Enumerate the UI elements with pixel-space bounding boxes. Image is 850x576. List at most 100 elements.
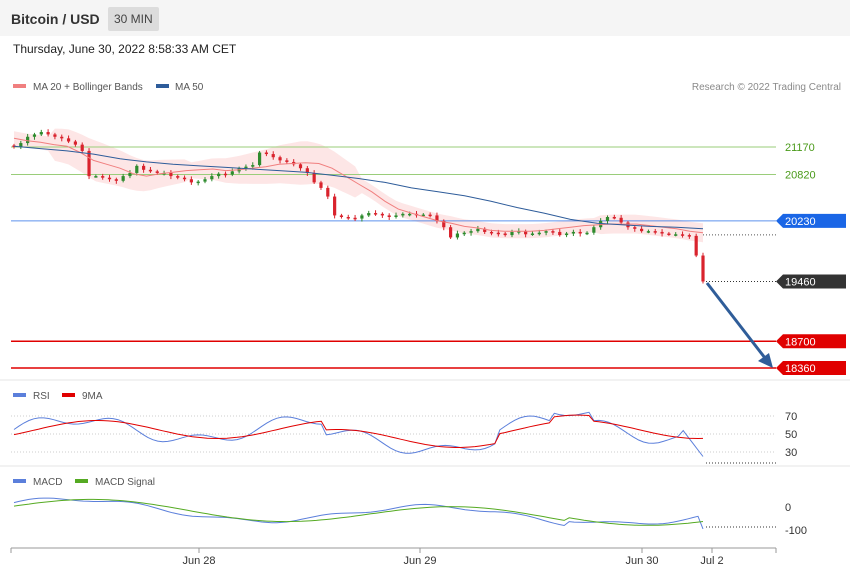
x-axis-ticks: Jun 28 Jun 29 Jun 30 Jul 2	[10, 548, 777, 567]
main-price-panel: 21170 20820 20230 19460 18700 18360	[11, 128, 846, 375]
candle-body	[346, 216, 350, 219]
candle-body	[135, 165, 139, 173]
rsi-tick-label: 50	[785, 429, 797, 441]
candle-body	[448, 227, 453, 238]
forecast-arrow-head	[758, 353, 773, 368]
candle-body	[305, 168, 309, 173]
candle-body	[230, 171, 234, 175]
candle-body	[264, 152, 269, 155]
candle-body	[524, 231, 528, 235]
candle-body	[380, 213, 384, 216]
macd-line	[13, 497, 704, 530]
candle-body	[176, 176, 180, 178]
candle-body	[394, 215, 398, 217]
candle-body	[537, 232, 541, 235]
price-tag-18700	[776, 334, 846, 349]
x-tick-label: Jun 30	[625, 555, 658, 567]
candle-body	[94, 176, 98, 178]
candle-body	[46, 132, 50, 135]
candle-body	[26, 136, 30, 144]
macd-panel: 0 -100	[13, 497, 807, 537]
timeframe-button[interactable]: 30 MIN	[108, 7, 159, 31]
candle-body	[667, 233, 671, 236]
candle-body	[121, 176, 125, 181]
x-tick-label: Jun 29	[403, 555, 436, 567]
candle-body	[60, 136, 64, 139]
bollinger-band	[14, 128, 703, 243]
rsi-ma-line	[13, 414, 704, 448]
candle-body	[701, 255, 705, 282]
x-tick-label: Jul 2	[700, 555, 723, 567]
candle-body	[585, 232, 589, 235]
price-label-19460: 19460	[785, 276, 816, 288]
chart-title: Bitcoin / USD	[11, 11, 100, 27]
candle-body	[189, 179, 193, 183]
candle-body	[326, 187, 330, 197]
candle-body	[694, 235, 698, 256]
candle-body	[483, 228, 487, 232]
candle-body	[680, 234, 685, 236]
price-label-18360: 18360	[785, 363, 816, 375]
candle-body	[298, 164, 303, 169]
candle-body	[339, 215, 344, 217]
ma50-legend-label: MA 50	[175, 82, 204, 93]
candle-body	[496, 232, 500, 235]
candle-body	[210, 176, 214, 180]
macd-legend-label: MACD	[33, 477, 62, 488]
candle-body	[360, 215, 364, 219]
candle-body	[278, 157, 282, 161]
rsi-legend-label: RSI	[33, 391, 50, 402]
candle-body	[510, 231, 514, 236]
candle-body	[142, 165, 146, 170]
price-tag-19460	[776, 274, 846, 289]
candle-body	[32, 134, 37, 137]
candle-body	[353, 217, 357, 220]
candle-body	[428, 214, 432, 217]
candle-body	[373, 213, 378, 215]
candle-body	[319, 182, 323, 188]
candle-body	[455, 233, 460, 238]
candle-body	[551, 231, 555, 233]
macd-tick-label: 0	[785, 502, 791, 514]
candle-body	[660, 231, 664, 234]
price-label-21170: 21170	[785, 142, 815, 154]
candle-body	[257, 152, 262, 166]
candle-body	[182, 177, 187, 180]
chart-datetime: Thursday, June 30, 2022 8:58:33 AM CET	[13, 42, 237, 56]
candle-body	[367, 213, 371, 216]
candle-body	[101, 176, 105, 178]
rsi-tick-label: 70	[785, 411, 797, 423]
candle-body	[155, 171, 159, 173]
ma20-legend-swatch	[13, 84, 26, 88]
forecast-arrow-shaft	[705, 282, 767, 359]
rsi-ma-legend-label: 9MA	[82, 391, 103, 402]
candle-body	[442, 220, 446, 228]
candle-body	[73, 141, 77, 145]
candle-body	[39, 132, 43, 135]
candle-body	[612, 216, 616, 219]
macd-legend-swatch	[13, 479, 26, 483]
candle-body	[633, 227, 637, 229]
candle-body	[66, 138, 71, 142]
price-label-20820: 20820	[785, 170, 816, 182]
candle-body	[558, 231, 562, 236]
candle-body	[53, 134, 57, 137]
candle-body	[408, 213, 412, 216]
candle-body	[285, 160, 289, 162]
candle-body	[107, 177, 112, 180]
candle-body	[462, 232, 466, 235]
candle-body	[387, 215, 391, 217]
candle-body	[619, 217, 623, 223]
candle-body	[571, 231, 575, 234]
candle-body	[592, 227, 596, 233]
candle-body	[476, 228, 480, 232]
candle-body	[469, 231, 473, 233]
ma50-line	[13, 145, 704, 230]
candle-body	[271, 154, 275, 158]
candle-body	[421, 214, 425, 217]
rsi-tick-label: 30	[785, 447, 797, 459]
candle-body	[564, 233, 569, 236]
candle-body	[196, 181, 200, 184]
candle-body	[223, 173, 228, 176]
macd-signal-legend-label: MACD Signal	[95, 477, 155, 488]
